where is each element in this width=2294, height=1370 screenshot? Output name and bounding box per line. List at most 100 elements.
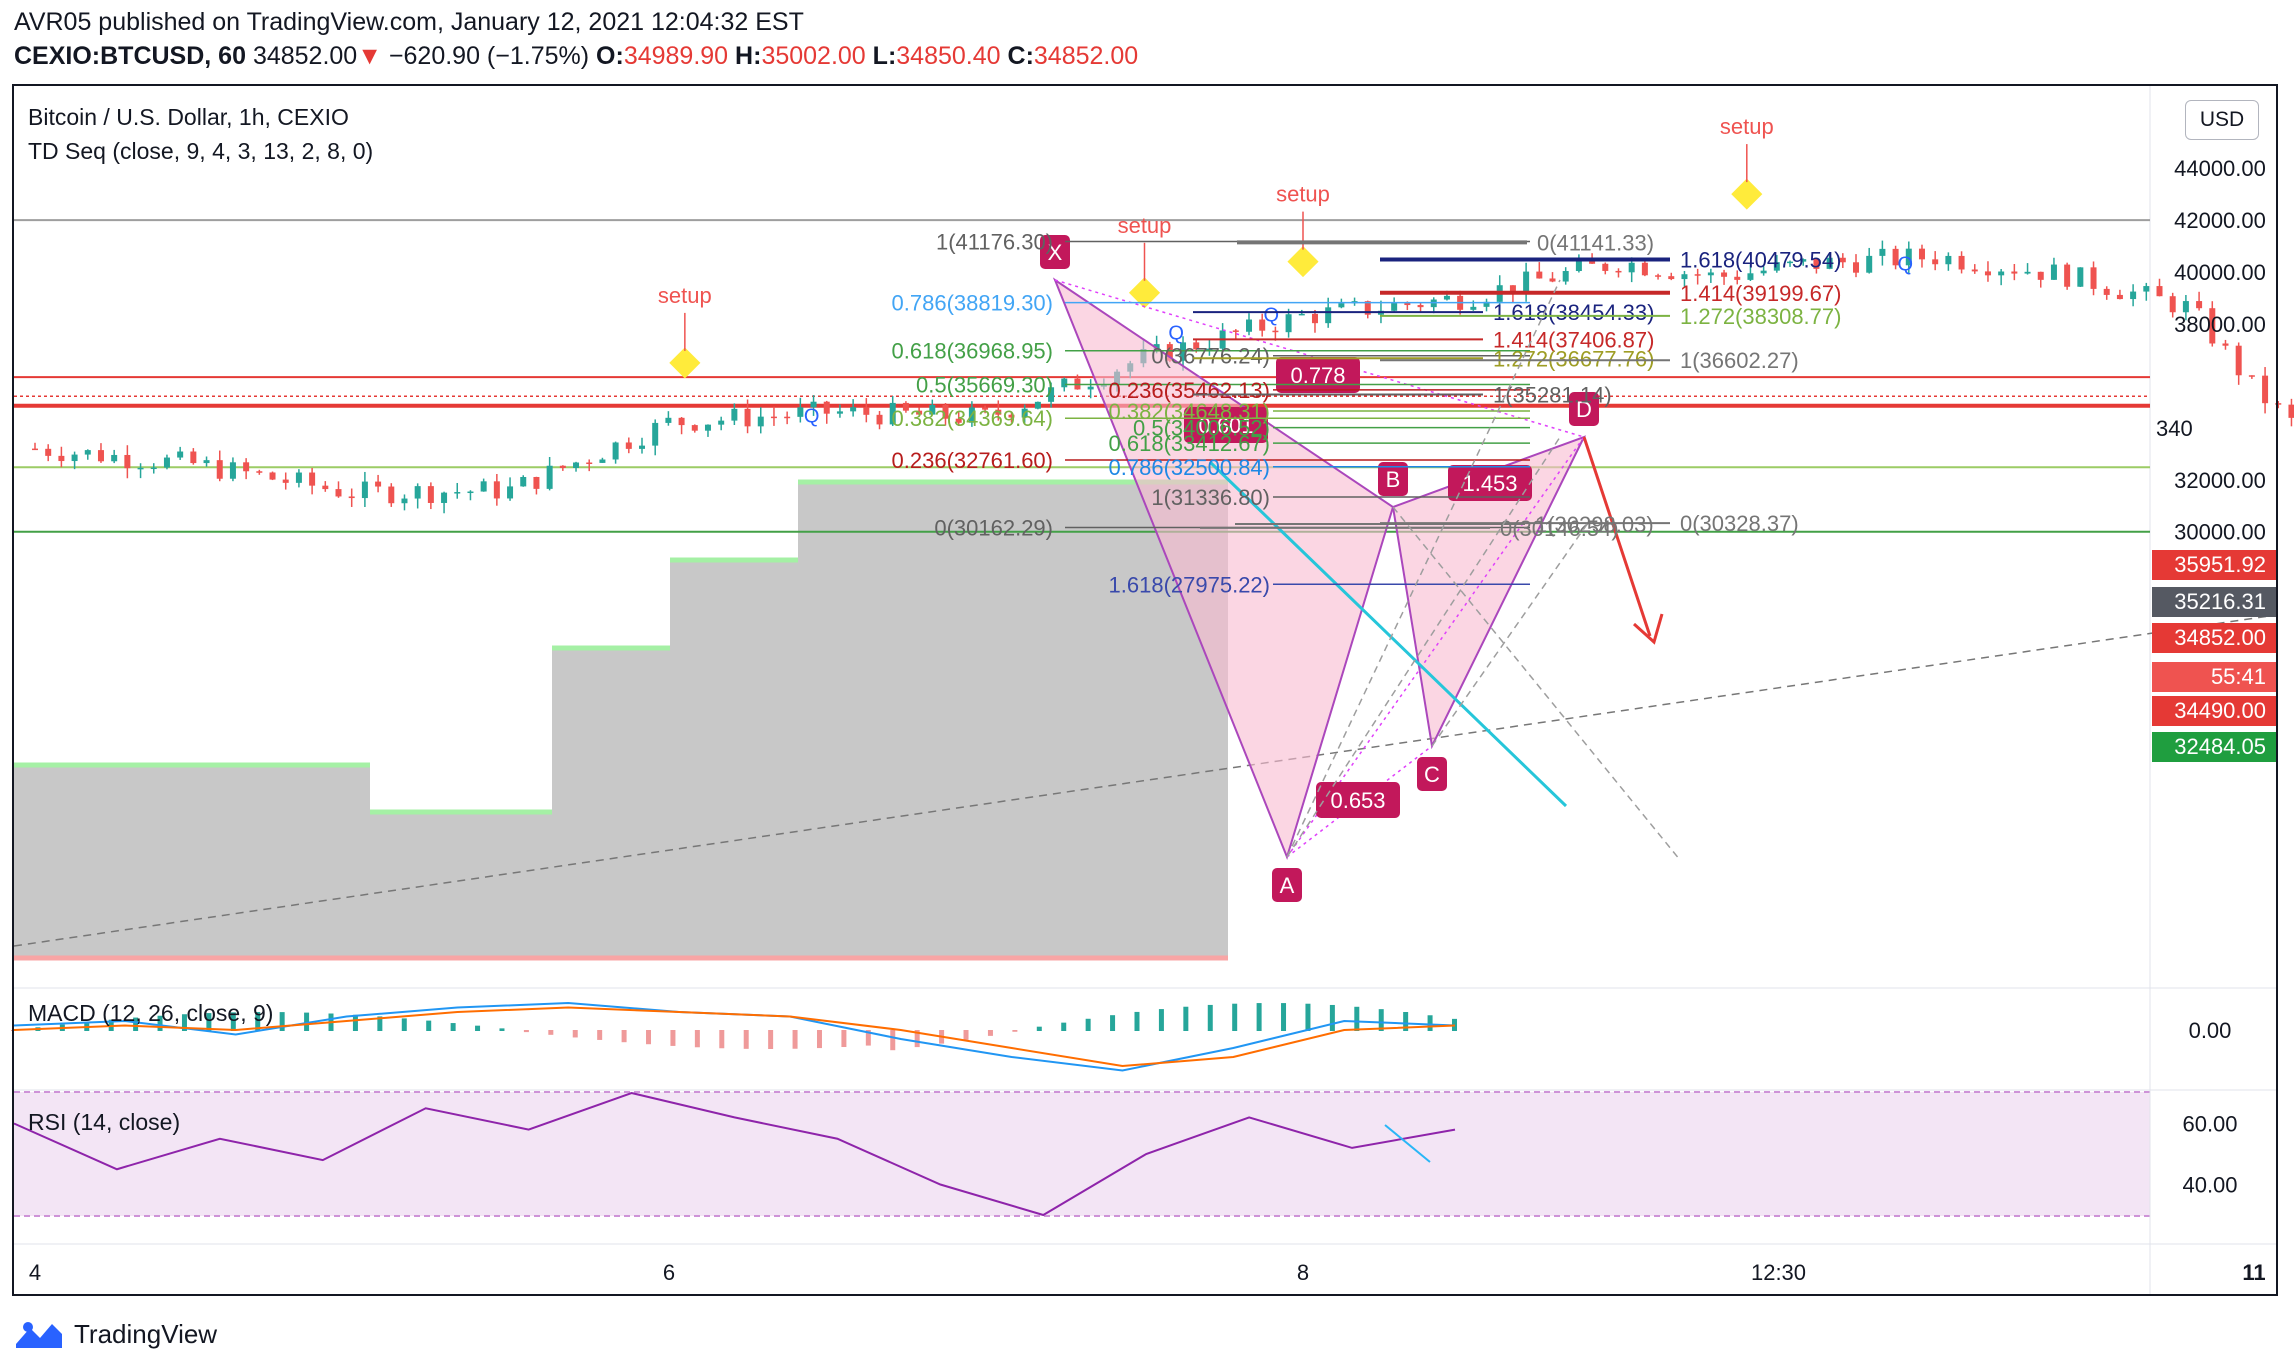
candle-body bbox=[612, 442, 619, 460]
candle-body bbox=[1853, 262, 1860, 273]
harmonic-xab bbox=[1052, 277, 1395, 861]
candle-body bbox=[388, 486, 395, 504]
td-q-label: Q bbox=[1264, 304, 1280, 326]
candle-body bbox=[401, 498, 408, 504]
last-price: 34852.00 bbox=[252, 42, 358, 70]
candle-body bbox=[177, 451, 184, 458]
fib-extension-label: 1.618(40479.54) bbox=[1680, 248, 1841, 273]
macd-histogram-bar bbox=[304, 1012, 310, 1031]
candle-body bbox=[1259, 319, 1266, 331]
candle-body bbox=[1021, 408, 1028, 418]
candle-body bbox=[995, 409, 1002, 415]
rsi-axis-tick: 60.00 bbox=[2182, 1112, 2237, 1137]
candle-body bbox=[902, 402, 909, 411]
change-arrow-icon: ▼ bbox=[357, 42, 382, 70]
macd-histogram-bar bbox=[499, 1028, 505, 1031]
candle-body bbox=[427, 486, 434, 503]
rsi-axis-tick: 40.00 bbox=[2182, 1173, 2237, 1198]
time-axis-tick: 4 bbox=[29, 1260, 41, 1285]
candle-body bbox=[467, 491, 474, 494]
harmonic-point-label: A bbox=[1280, 873, 1295, 898]
td-support-line bbox=[14, 479, 1228, 815]
candle-body bbox=[1061, 378, 1068, 388]
candle-body bbox=[1048, 387, 1055, 402]
macd-histogram-bar bbox=[572, 1030, 578, 1038]
candle-body bbox=[295, 472, 302, 483]
rsi-band bbox=[14, 1092, 2150, 1216]
candle-body bbox=[559, 465, 566, 468]
candle-body bbox=[916, 410, 923, 415]
fib-extension-label: 1.272(36677.76) bbox=[1493, 346, 1654, 371]
projection-arrowhead-icon bbox=[1632, 613, 1664, 645]
candle-body bbox=[1206, 348, 1213, 351]
candle-body bbox=[573, 462, 580, 468]
projection-arrow bbox=[1582, 436, 1652, 637]
candle-body bbox=[1008, 414, 1015, 418]
candle-body bbox=[480, 481, 487, 492]
macd-histogram-bar bbox=[1427, 1015, 1433, 1031]
candle-body bbox=[1615, 270, 1622, 273]
price-tag: 34852.00 bbox=[2152, 623, 2276, 653]
fib-extension-label: 1.414(39199.67) bbox=[1680, 281, 1841, 306]
candle-body bbox=[836, 411, 843, 414]
candle-body bbox=[2090, 267, 2097, 289]
candle-body bbox=[2248, 375, 2255, 377]
candle-body bbox=[58, 455, 65, 462]
candle-body bbox=[1866, 255, 1873, 273]
macd-legend[interactable]: MACD (12, 26, close, 9) bbox=[28, 1000, 274, 1026]
candle-body bbox=[1285, 314, 1292, 333]
candle-body bbox=[1787, 261, 1794, 264]
fib-level-label: 0.786(38819.30) bbox=[892, 291, 1053, 316]
candle-body bbox=[454, 492, 461, 494]
candle-body bbox=[1641, 262, 1648, 276]
macd-histogram-bar bbox=[1134, 1011, 1140, 1031]
price-axis-tick: 30000.00 bbox=[2174, 520, 2266, 545]
harmonic-point-label: D bbox=[1576, 397, 1592, 422]
macd-histogram-bar bbox=[621, 1030, 627, 1043]
candle-body bbox=[229, 462, 236, 479]
macd-histogram-bar bbox=[1183, 1006, 1189, 1031]
candle-body bbox=[639, 445, 646, 449]
candle-body bbox=[599, 459, 606, 463]
candle-body bbox=[111, 454, 118, 462]
candle-body bbox=[1298, 313, 1305, 316]
candle-body bbox=[1628, 262, 1635, 273]
macd-histogram-bar bbox=[694, 1030, 700, 1048]
candle-body bbox=[1668, 276, 1675, 280]
candle-body bbox=[850, 407, 857, 412]
candle-body bbox=[1338, 303, 1345, 308]
fib-extension-label: 0(30328.37) bbox=[1680, 511, 1799, 536]
harmonic-point-badge bbox=[1272, 868, 1302, 902]
macd-histogram-bar bbox=[1281, 1003, 1287, 1031]
price-tag: 35216.31 bbox=[2152, 587, 2276, 617]
harmonic-point-label: C bbox=[1424, 762, 1440, 787]
candle-body bbox=[97, 450, 104, 462]
candle-body bbox=[71, 454, 78, 462]
fib-extension-label: 1(36602.27) bbox=[1680, 348, 1799, 373]
fib-level-label: 0.382(34648.31) bbox=[1109, 399, 1270, 424]
fib-level-label: 0.5(35669.30) bbox=[916, 372, 1053, 397]
macd-histogram-bar bbox=[841, 1030, 847, 1048]
price-tag: 35951.92 bbox=[2152, 550, 2276, 580]
price-axis-tick: 40000.00 bbox=[2174, 260, 2266, 285]
fib-level-label: 0.382(34369.64) bbox=[892, 406, 1053, 431]
td-setup-label: setup bbox=[1276, 182, 1330, 207]
candle-body bbox=[309, 472, 316, 486]
harmonic-point-label: B bbox=[1386, 467, 1401, 492]
candle-body bbox=[955, 418, 962, 423]
time-axis-tick: 12:30 bbox=[1751, 1260, 1806, 1285]
candle-body bbox=[2103, 288, 2110, 295]
macd-histogram-bar bbox=[1232, 1003, 1238, 1031]
harmonic-ratio-label: 0.653 bbox=[1330, 788, 1385, 813]
candle-body bbox=[704, 424, 711, 431]
candle-body bbox=[1747, 273, 1754, 280]
currency-unit-button[interactable]: USD bbox=[2185, 100, 2259, 140]
indicator-legend[interactable]: TD Seq (close, 9, 4, 3, 13, 2, 8, 0) bbox=[28, 138, 374, 164]
candle-body bbox=[32, 448, 38, 451]
rsi-legend[interactable]: RSI (14, close) bbox=[28, 1109, 181, 1135]
candle-body bbox=[744, 408, 751, 427]
tradingview-logo[interactable]: TradingView bbox=[14, 1318, 217, 1350]
candle-body bbox=[1655, 275, 1662, 277]
td-setup-label: setup bbox=[658, 283, 712, 308]
